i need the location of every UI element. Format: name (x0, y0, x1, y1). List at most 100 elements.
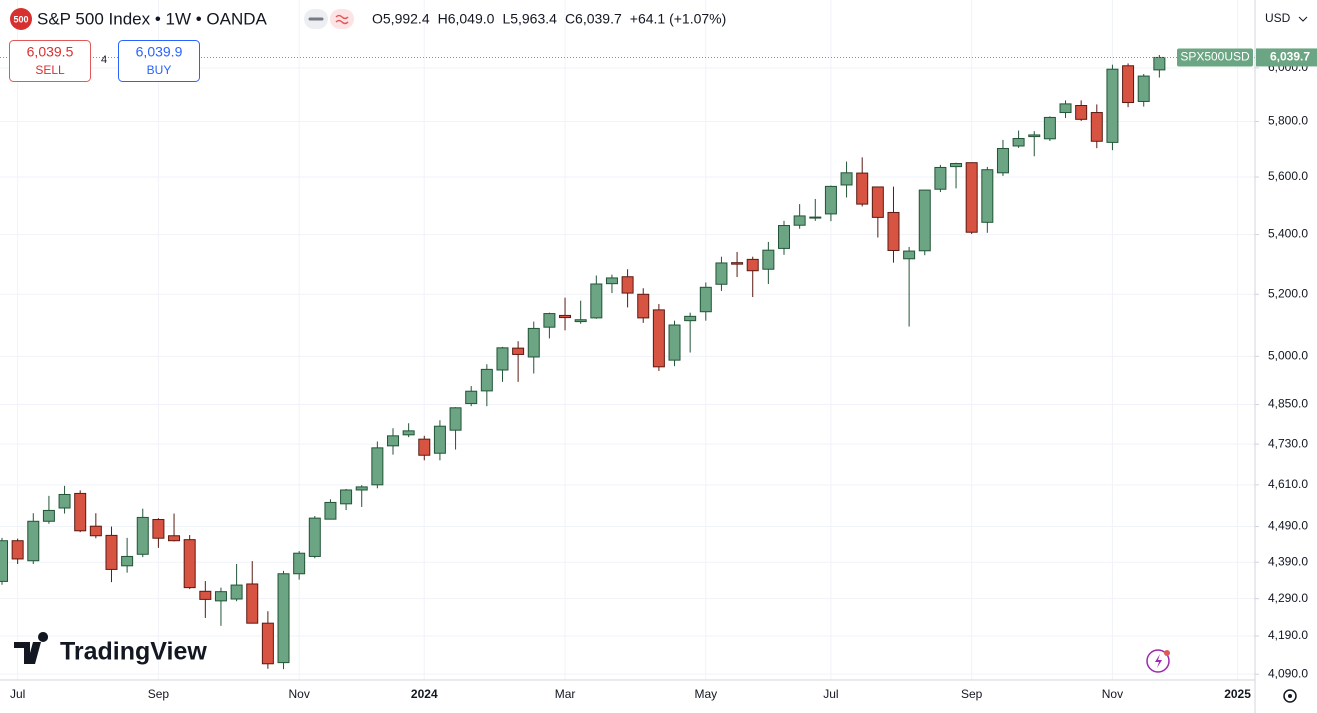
ohlc-value: C6,039.7 (565, 11, 622, 27)
candle-body (1122, 65, 1135, 104)
x-tick-label: 2025 (1224, 687, 1251, 701)
candle-body (684, 315, 697, 322)
candle-body (887, 211, 900, 251)
x-tick-label: Nov (288, 687, 309, 701)
candle-body (965, 162, 978, 233)
candle-body (308, 517, 321, 557)
candle-body (465, 390, 478, 405)
last-price-tag: 6,039.7 (1270, 50, 1310, 64)
candle-body (621, 276, 634, 294)
candle-body (293, 552, 306, 575)
candle-body (0, 540, 8, 582)
candle-body (387, 435, 399, 447)
settings-icon-center (1288, 694, 1292, 698)
candle-body (230, 584, 243, 600)
sell-button[interactable] (9, 40, 91, 82)
candle-body (981, 169, 994, 223)
candle-body (778, 225, 790, 249)
candle-body (480, 368, 493, 392)
candle-body (746, 258, 759, 272)
y-tick-label: 4,850.0 (1268, 397, 1308, 411)
candle-body (277, 573, 290, 664)
candle-body (183, 539, 196, 589)
y-tick-label: 4,090.0 (1268, 666, 1308, 680)
candle-body (89, 525, 102, 537)
indicator-button[interactable] (330, 9, 354, 29)
candle-body (136, 516, 149, 555)
candle-body (1075, 104, 1088, 120)
candle-body (731, 262, 744, 265)
candle-body (699, 286, 712, 313)
candle-body (809, 216, 822, 219)
candle-body (261, 622, 274, 665)
candle-body (168, 535, 181, 542)
alert-icon[interactable] (1146, 649, 1170, 673)
candle-body (574, 319, 587, 323)
candle-body (590, 283, 603, 319)
y-tick-label: 4,490.0 (1268, 519, 1308, 533)
currency-button[interactable] (1258, 6, 1314, 32)
y-tick-label: 4,730.0 (1268, 436, 1308, 450)
symbol-logo (10, 8, 32, 30)
x-tick-label: Sep (961, 687, 983, 701)
y-tick-label: 5,600.0 (1268, 169, 1308, 183)
symbol-logo-text: 500 (13, 14, 28, 24)
x-tick-label: Mar (555, 687, 576, 701)
indicator-icon (335, 14, 349, 25)
x-tick-label: May (694, 687, 717, 701)
y-tick-label: 4,190.0 (1268, 628, 1308, 642)
candles (0, 55, 1255, 670)
candle-body (27, 520, 40, 562)
candle-body (918, 189, 931, 252)
candle-body (543, 313, 556, 328)
y-tick-label: 5,400.0 (1268, 227, 1308, 241)
candle-body (355, 486, 368, 491)
candle-body (1106, 68, 1119, 143)
candle-body (871, 186, 884, 218)
tradingview-logo (14, 632, 49, 664)
candle-body (824, 185, 837, 215)
candle-body (11, 540, 24, 560)
candle-body (246, 583, 259, 624)
candle-body (214, 591, 227, 602)
y-tick-label: 5,800.0 (1268, 114, 1308, 128)
candle-body (512, 347, 525, 355)
x-tick-label: Jul (10, 687, 25, 701)
candle-body (340, 489, 353, 505)
last-price-tag-bg (1256, 48, 1317, 67)
candle-body (856, 172, 869, 205)
y-tick-label: 5,200.0 (1268, 286, 1308, 300)
candle-body (637, 293, 650, 319)
candle-body (324, 501, 337, 520)
sell-price: 6,039.5 (27, 44, 74, 60)
y-tick-label: 4,610.0 (1268, 477, 1308, 491)
candle-body (42, 509, 55, 522)
candle-body (793, 215, 806, 226)
candle-body (105, 534, 118, 570)
candle-body (840, 172, 853, 186)
ohlc-value: O5,992.4 (372, 11, 430, 27)
x-tick-label: Sep (148, 687, 170, 701)
candle-body (1059, 103, 1072, 114)
chart-title[interactable]: S&P 500 Index • 1W • OANDA (37, 9, 268, 28)
buy-button[interactable] (118, 40, 200, 82)
settings-icon[interactable] (1283, 689, 1297, 703)
candle-body (1012, 138, 1025, 147)
candle-body (950, 163, 963, 168)
candle-body (934, 166, 947, 190)
candle-body (58, 493, 71, 509)
candle-body (433, 425, 446, 454)
candle-body (74, 492, 87, 532)
x-tick-label: 2024 (411, 687, 438, 701)
candle-body (199, 590, 212, 600)
candle-body (1137, 75, 1150, 102)
watermark: TradingView (60, 638, 207, 666)
candle-body (1043, 116, 1056, 140)
y-tick-label: 4,290.0 (1268, 591, 1308, 605)
x-tick-label: Jul (823, 687, 838, 701)
currency: USD (1265, 11, 1291, 25)
buy-label: BUY (147, 63, 172, 77)
candle-body (496, 347, 509, 371)
ohlc-readout: O5,992.4 H6,049.0 L5,963.4 C6,039.7 +64.1 (+… (372, 11, 726, 27)
